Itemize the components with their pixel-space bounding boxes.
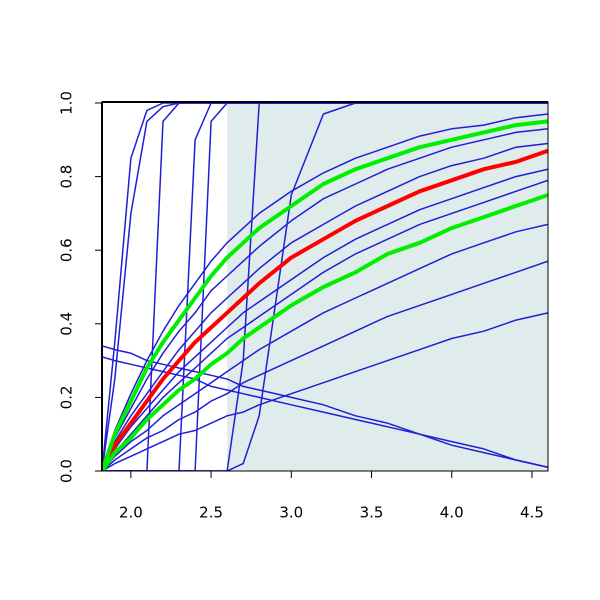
plot-area	[102, 102, 548, 471]
y-tick-label: 0.8	[58, 165, 76, 189]
x-tick-label: 3.5	[360, 504, 384, 522]
data-line	[102, 168, 548, 471]
data-line	[102, 142, 548, 471]
data-line	[102, 148, 548, 471]
data-line	[102, 128, 548, 471]
x-tick-label: 2.5	[199, 504, 223, 522]
x-tick-label: 4.0	[440, 504, 464, 522]
axes: 2.0 2.5 3.0 3.5 4.0 4.5 0.0 0.2 0.4 0.6 0.8 1.0	[58, 91, 549, 522]
data-line	[102, 356, 548, 469]
data-line	[102, 312, 548, 471]
y-tick-label: 1.0	[58, 91, 76, 115]
x-tick-label: 4.5	[520, 504, 544, 522]
data-line	[102, 223, 548, 471]
data-line	[102, 119, 548, 471]
x-tick-label: 3.0	[279, 504, 303, 522]
y-tick-label: 0.2	[58, 385, 76, 409]
y-tick-label: 0.0	[58, 459, 76, 483]
data-line	[102, 113, 548, 471]
data-line	[102, 260, 548, 471]
x-tick-label: 2.0	[119, 504, 143, 522]
y-tick-label: 0.6	[58, 238, 76, 262]
data-line	[102, 193, 548, 471]
data-line	[102, 179, 548, 471]
y-tick-label: 0.4	[58, 312, 76, 336]
